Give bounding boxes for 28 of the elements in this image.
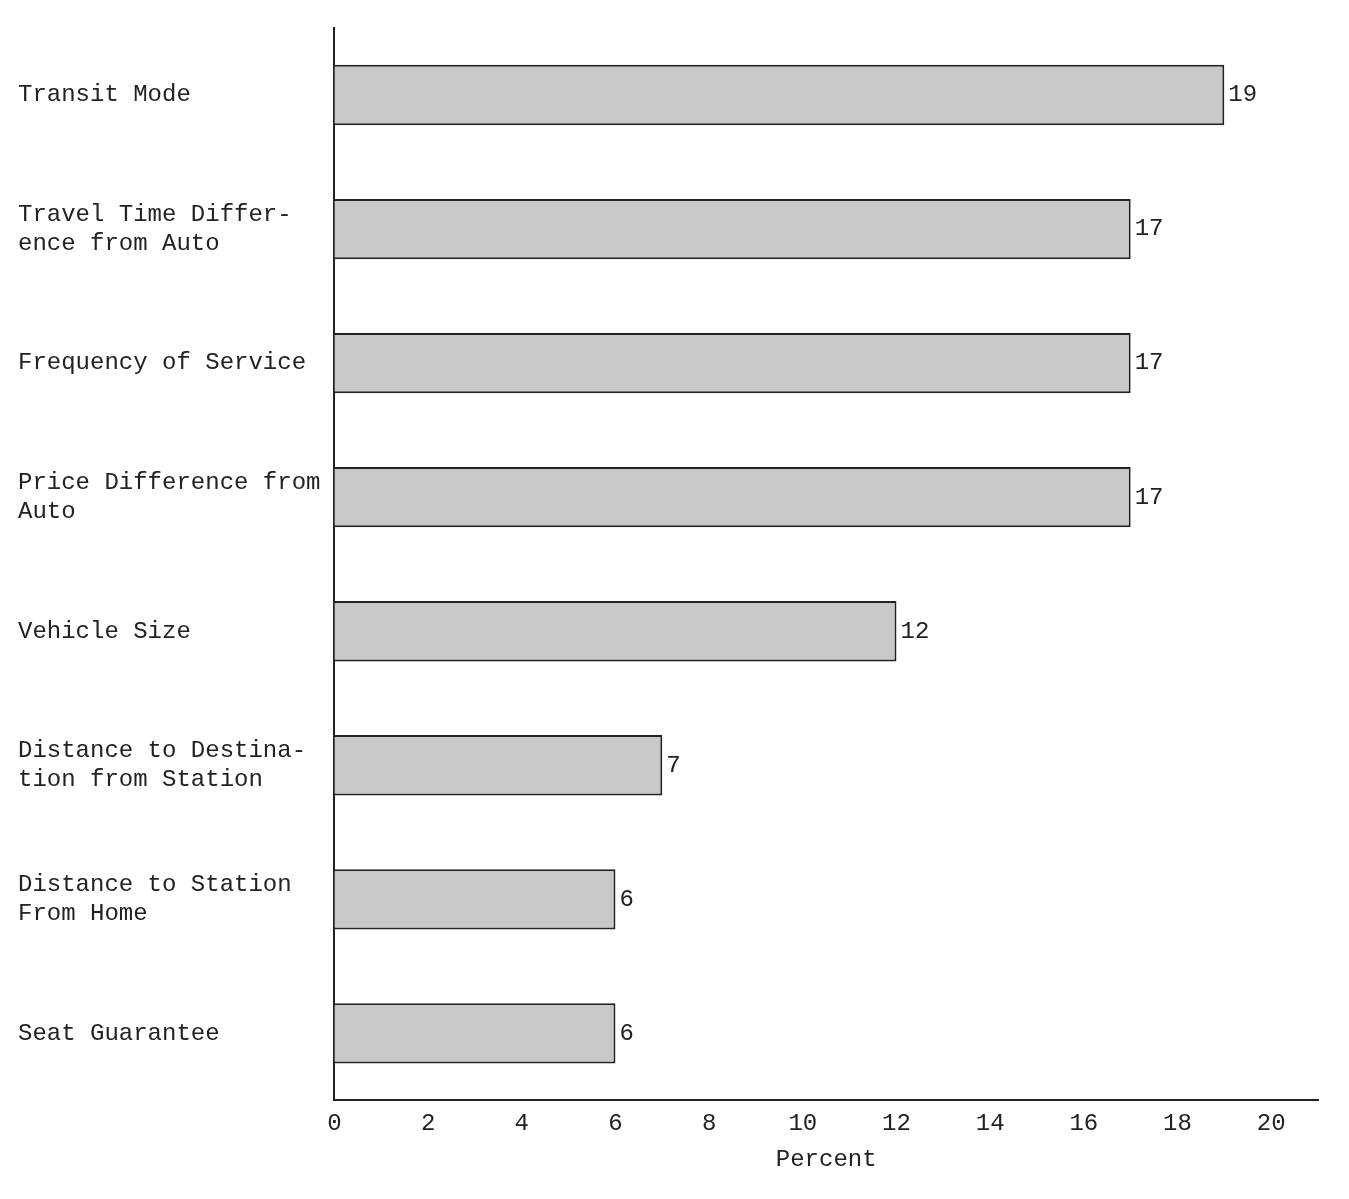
data-label: 12 (900, 617, 930, 645)
y-tick-label: Seat Guarantee (18, 1019, 220, 1047)
y-tick-label: Distance to Station From Home (18, 871, 292, 928)
y-tick-label: Travel Time Differ- ence from Auto (18, 201, 292, 257)
data-label: 17 (1134, 349, 1164, 377)
x-tick-label: 4 (514, 1110, 529, 1138)
x-tick-label: 18 (1163, 1110, 1192, 1138)
x-tick-label: 14 (975, 1110, 1005, 1138)
x-tick-label: 20 (1256, 1110, 1286, 1138)
x-tick-label: 2 (420, 1110, 436, 1138)
data-label: 19 (1228, 81, 1258, 109)
y-tick-label: Vehicle Size (18, 617, 191, 645)
x-tick-label: 12 (882, 1110, 911, 1138)
data-label: 17 (1134, 483, 1164, 511)
data-label: 6 (619, 885, 634, 913)
x-tick-label: 8 (701, 1110, 717, 1138)
data-label: 7 (666, 751, 681, 779)
y-tick-label: Frequency of Service (18, 349, 307, 377)
x-axis-title: Percent (775, 1145, 877, 1173)
x-tick-label: 16 (1069, 1110, 1099, 1138)
x-tick-label: 10 (788, 1110, 818, 1138)
x-tick-label: 6 (608, 1110, 623, 1138)
data-label: 17 (1134, 215, 1164, 243)
y-tick-label: Transit Mode (18, 81, 191, 109)
data-label: 6 (619, 1019, 634, 1047)
x-tick-label: 0 (327, 1110, 342, 1138)
y-tick-label: Distance to Destina- tion from Station (18, 737, 307, 794)
y-tick-label: Price Difference from Auto (18, 469, 321, 525)
